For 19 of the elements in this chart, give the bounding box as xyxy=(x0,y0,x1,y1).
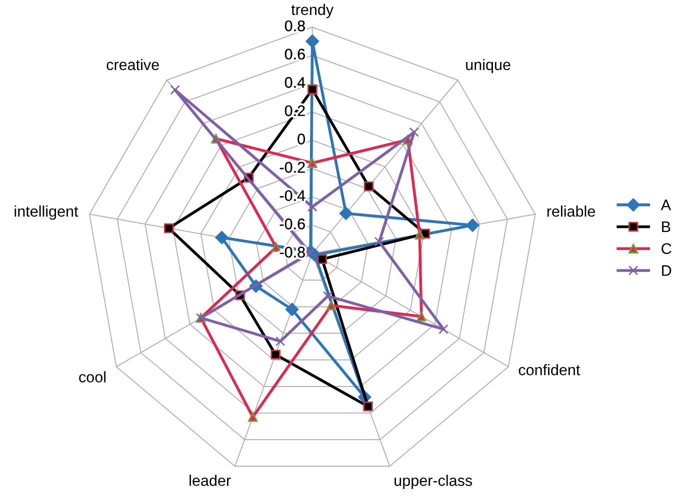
legend-label: D xyxy=(662,265,672,276)
spoke-label: creative xyxy=(106,58,159,70)
y-tick-label: 0.6 xyxy=(284,48,305,60)
y-tick-label: 0 xyxy=(298,134,305,144)
spoke-label: confident xyxy=(518,364,580,376)
legend-label: B xyxy=(662,222,670,232)
spoke-label: unique xyxy=(466,58,510,74)
spoke-label: leader xyxy=(190,474,231,486)
y-tick-label: -0.2 xyxy=(280,162,305,173)
y-tick-label: 0.8 xyxy=(284,20,305,32)
spoke-label: intelligent xyxy=(14,206,78,220)
spoke-label: upper-class xyxy=(394,474,472,489)
legend-label: C xyxy=(662,243,672,254)
spoke-label: trendy xyxy=(291,4,334,18)
legend-label: A xyxy=(660,200,671,210)
y-tick-label: -0.8 xyxy=(280,246,305,258)
spoke-label: reliable xyxy=(547,206,595,217)
y-tick-label: 0.4 xyxy=(284,77,306,88)
spoke-label: cool xyxy=(79,371,106,382)
